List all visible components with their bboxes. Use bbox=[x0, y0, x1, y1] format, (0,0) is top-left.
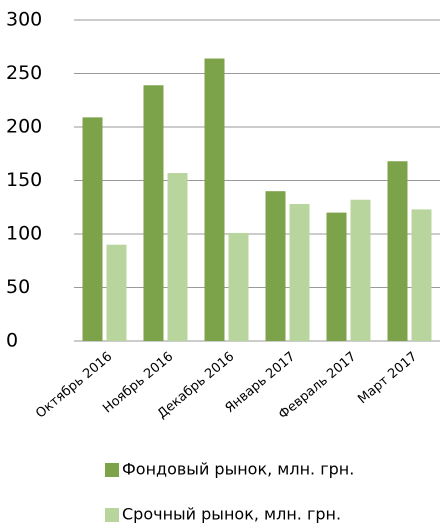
bar bbox=[106, 244, 127, 341]
bar bbox=[167, 173, 188, 341]
bar bbox=[411, 209, 432, 341]
x-tick-label: Март 2017 bbox=[355, 349, 420, 407]
y-tick-label: 300 bbox=[6, 9, 42, 31]
y-tick-label: 200 bbox=[6, 116, 42, 138]
y-tick-label: 50 bbox=[6, 276, 30, 298]
bar bbox=[326, 212, 347, 341]
legend-swatch bbox=[105, 463, 119, 477]
bar bbox=[204, 58, 225, 342]
y-tick-label: 100 bbox=[6, 223, 42, 245]
bar bbox=[228, 232, 249, 341]
bar bbox=[143, 85, 164, 342]
x-tick-label: Октябрь 2016 bbox=[33, 349, 115, 421]
y-tick-label: 150 bbox=[6, 169, 42, 191]
y-tick-label: 250 bbox=[6, 62, 42, 84]
legend-label: Срочный рынок, млн. грн. bbox=[122, 505, 341, 524]
bar bbox=[289, 204, 310, 341]
legend-swatch bbox=[105, 508, 119, 522]
y-tick-label: 0 bbox=[6, 330, 18, 352]
bar bbox=[350, 199, 371, 341]
bar bbox=[387, 161, 408, 341]
bar bbox=[265, 191, 286, 341]
bar bbox=[82, 117, 103, 342]
legend-label: Фондовый рынок, млн. грн. bbox=[122, 460, 354, 479]
